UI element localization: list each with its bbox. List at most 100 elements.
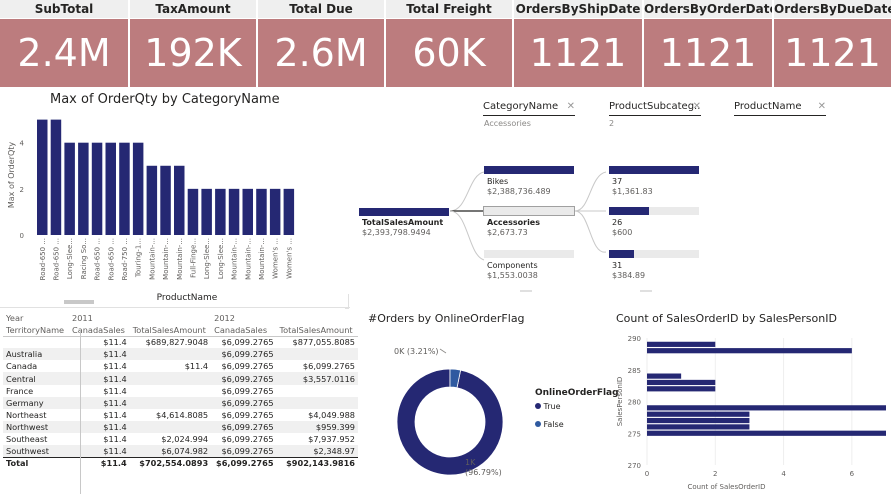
tree-scroll-indicator: [520, 290, 532, 292]
bar-chart-scrollbar[interactable]: [64, 300, 94, 304]
hbar-bar[interactable]: [647, 430, 886, 436]
bar[interactable]: [132, 142, 144, 235]
matrix-cell: [130, 397, 211, 409]
matrix-row-header-divider: [80, 330, 81, 494]
slicer-label: CategoryName: [483, 101, 559, 112]
tree-node-value: $600: [612, 228, 633, 237]
bar[interactable]: [64, 142, 75, 235]
matrix-row: Northeast $11.4 $4,614.8085 $6,099.2765 $4,0…: [3, 409, 358, 421]
matrix-header: 2011: [72, 313, 93, 324]
legend-item-true[interactable]: True: [535, 402, 561, 411]
tree-bar[interactable]: [609, 207, 649, 215]
slicer-productsubcategory[interactable]: ProductSubcateg... ✕: [609, 100, 701, 116]
tree-bar-bg[interactable]: [484, 250, 574, 258]
tree-bar[interactable]: [484, 166, 574, 174]
matrix-header: 2012: [214, 313, 235, 324]
x-tick-label: Road-750 ...: [121, 238, 129, 280]
bar[interactable]: [105, 142, 117, 235]
tree-bar-bg[interactable]: [484, 207, 574, 215]
bar[interactable]: [119, 142, 130, 235]
slicer-label: ProductSubcateg...: [609, 101, 701, 112]
bar[interactable]: [187, 188, 199, 235]
hbar-bar[interactable]: [647, 417, 750, 424]
hbar-bar[interactable]: [647, 348, 852, 354]
bar[interactable]: [174, 165, 185, 235]
tree-bar-bg[interactable]: [609, 250, 699, 258]
bar[interactable]: [160, 165, 171, 235]
matrix-cell: $6,099.2765: [221, 337, 274, 348]
matrix-header-row: TerritoryName CanadaSales TotalSalesAmou…: [3, 324, 358, 337]
donut-label-true-pct: (96.79%): [465, 468, 502, 477]
matrix-cell: $11.4: [184, 361, 209, 372]
matrix-cell: [277, 348, 358, 360]
clear-icon[interactable]: ✕: [566, 101, 575, 112]
matrix-cell: $6,099.2765: [221, 385, 274, 396]
bar-chart[interactable]: Max of OrderQty 0 2 4 Road-650 ... Road-650 .…: [0, 110, 352, 310]
matrix-cell: [130, 372, 211, 384]
bar[interactable]: [37, 119, 48, 235]
x-tick-label: 2: [713, 470, 717, 478]
matrix-cell: $7,937.952: [308, 433, 355, 444]
matrix-cell: $6,099.2765: [302, 361, 355, 372]
donut-slice[interactable]: [449, 368, 462, 389]
bar[interactable]: [78, 142, 89, 235]
matrix-header: Year: [6, 313, 24, 324]
tree-selected-outline: [483, 206, 575, 216]
kpi-label: OrdersByShipDate: [514, 0, 642, 18]
bar[interactable]: [269, 188, 281, 235]
hbar-bar[interactable]: [647, 386, 716, 392]
matrix-cell: Germany: [6, 397, 44, 408]
bar[interactable]: [242, 188, 254, 235]
matrix-total-row: Total $11.4 $702,554.0893 $6,099.2765 $9…: [3, 457, 358, 469]
bar[interactable]: [91, 142, 103, 235]
matrix-cell: $11.4: [103, 337, 127, 348]
kpi-value: 60K: [386, 19, 512, 87]
legend-item-false[interactable]: False: [535, 420, 564, 429]
x-tick-label: Mountain-...: [258, 238, 266, 280]
clear-icon[interactable]: ✕: [692, 101, 701, 112]
tree-root-bar[interactable]: [359, 208, 449, 216]
x-tick-label: 0: [645, 470, 649, 478]
tree-connectors: [449, 171, 607, 261]
bar-chart-resize-handle[interactable]: [345, 294, 349, 309]
bar[interactable]: [50, 119, 62, 235]
bar[interactable]: [215, 188, 226, 235]
matrix-cell: $11.4: [103, 409, 127, 420]
tree-node-value: $1,553.0038: [487, 271, 538, 280]
hbar-chart[interactable]: 0 2 4 6 270 275 280 285 290 SalesPersonID Count of…: [612, 330, 891, 495]
matrix-cell: $11.4: [103, 445, 127, 456]
matrix-cell: $6,099.2765: [221, 421, 274, 432]
tree-bar[interactable]: [609, 166, 699, 174]
matrix-cell: $6,099.2765: [221, 361, 274, 372]
matrix-cell: $702,554.0893: [139, 458, 209, 469]
kpi-value: 1121: [774, 19, 891, 87]
bar[interactable]: [256, 188, 267, 235]
tree-node-label: 31: [612, 261, 623, 270]
matrix-header: TotalSalesAmount: [132, 324, 206, 335]
tree-bar[interactable]: [609, 250, 634, 258]
tree-node-label: Accessories: [487, 218, 540, 227]
slicer-productname[interactable]: ProductName ✕: [734, 100, 826, 116]
clear-icon[interactable]: ✕: [817, 101, 826, 112]
bar[interactable]: [228, 188, 240, 235]
hbar-bar[interactable]: [647, 424, 750, 430]
bar[interactable]: [146, 165, 158, 235]
hbar-bar[interactable]: [647, 379, 716, 386]
tree-root-value: $2,393,798.9494: [362, 228, 431, 237]
slicer-categoryname[interactable]: CategoryName ✕: [483, 100, 575, 116]
hbar-bar[interactable]: [647, 341, 716, 347]
kpi-label: OrdersByDueDate: [774, 0, 891, 18]
y-axis-title: Max of OrderQty: [7, 142, 16, 209]
x-tick-label: 4: [781, 470, 786, 478]
bar[interactable]: [201, 188, 212, 235]
matrix-cell: $2,348.97: [313, 445, 355, 456]
donut-chart[interactable]: 0K (3.21%) 1K (96.79%): [360, 335, 530, 495]
bar[interactable]: [283, 188, 295, 235]
hbar-bar[interactable]: [647, 373, 682, 379]
hbar-bar[interactable]: [647, 411, 750, 417]
x-tick-label: Racing So...: [80, 238, 88, 279]
donut-slice[interactable]: [396, 368, 504, 476]
hbar-bar[interactable]: [647, 405, 886, 411]
tree-bar-bg[interactable]: [609, 207, 699, 215]
tree-scroll-indicator: [640, 290, 652, 292]
